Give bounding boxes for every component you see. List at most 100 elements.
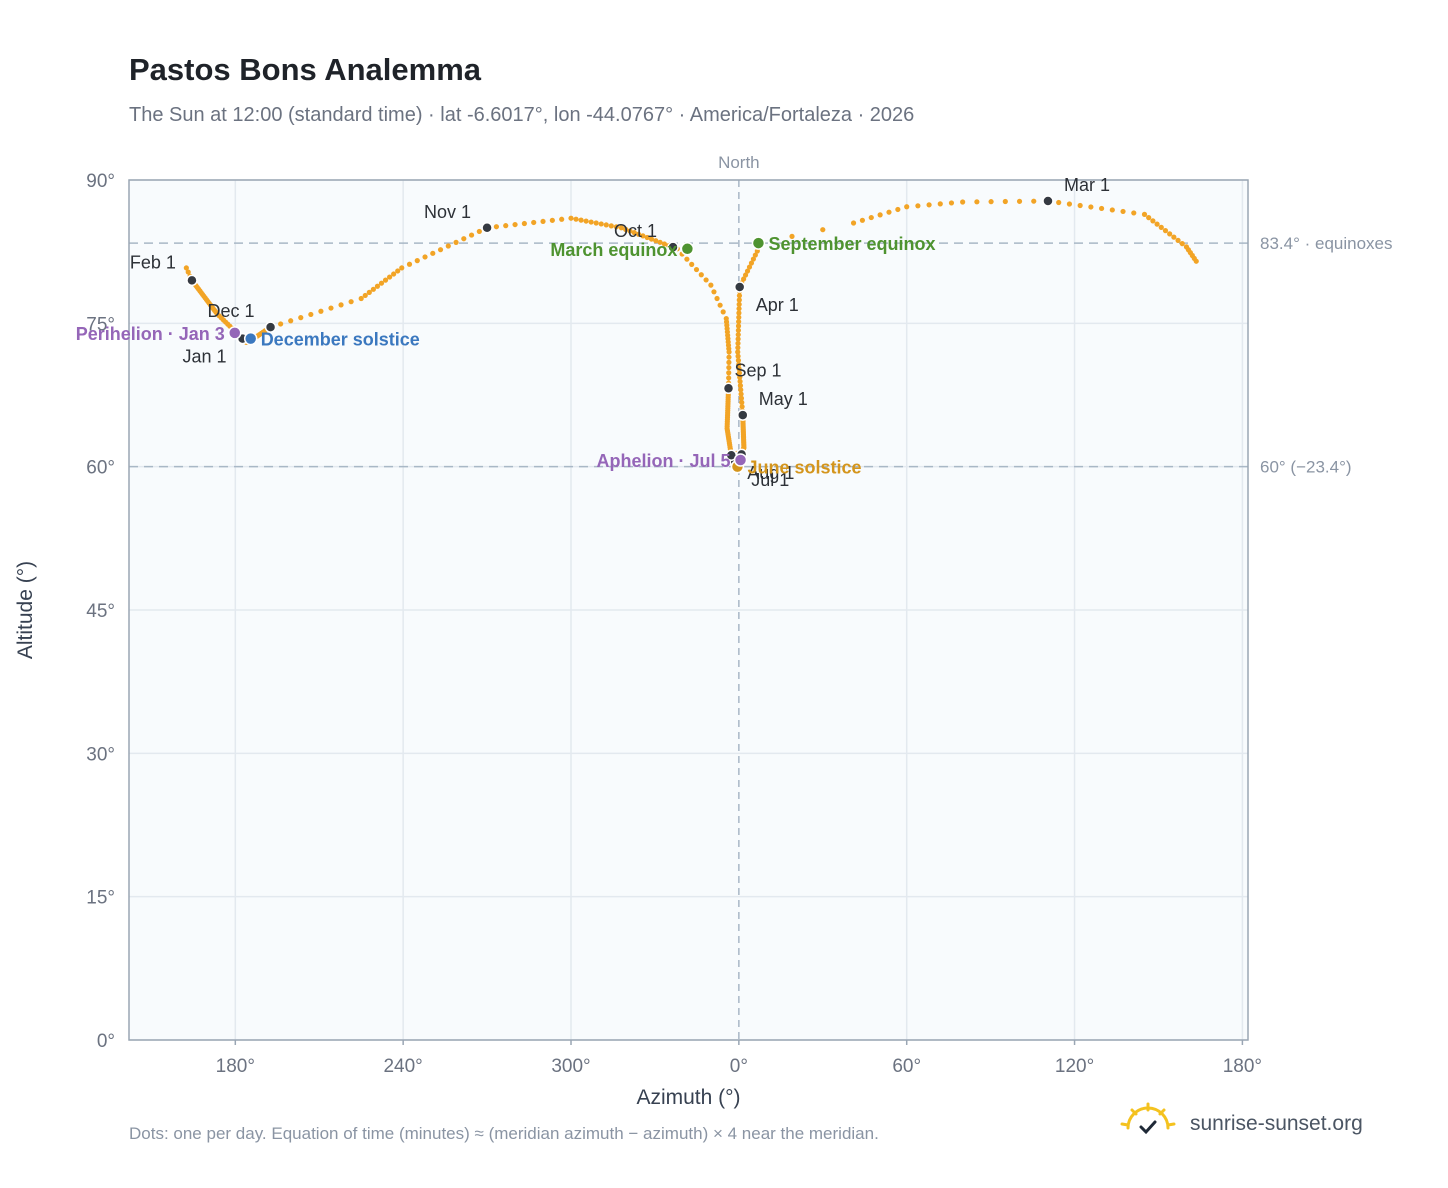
daily-sun-dot	[744, 268, 751, 274]
x-tick-label: 240°	[383, 1056, 422, 1077]
daily-sun-dot	[820, 227, 826, 233]
event-label: September equinox	[768, 234, 935, 254]
y-tick-label: 60°	[86, 458, 115, 479]
event-label: Aphelion · Jul 5	[597, 451, 731, 471]
event-label: Perihelion · Jan 3	[76, 324, 225, 344]
daily-sun-dot	[948, 200, 955, 206]
month-label: Mar 1	[1064, 175, 1110, 195]
daily-sun-dot	[738, 395, 745, 401]
daily-sun-dot	[1154, 221, 1160, 227]
daily-sun-dot	[960, 199, 966, 205]
daily-sun-dot	[726, 354, 732, 360]
daily-sun-dot	[752, 252, 758, 258]
daily-sun-dot	[422, 254, 428, 260]
daily-sun-dot	[1150, 218, 1156, 224]
daily-sun-dot	[493, 224, 500, 230]
daily-sun-dot	[736, 310, 742, 316]
month-label: Jul 1	[751, 470, 789, 490]
month-marker	[667, 241, 679, 253]
daily-sun-dot	[735, 349, 741, 355]
month-marker	[722, 382, 735, 395]
daily-sun-dot	[737, 374, 743, 380]
daily-sun-dot	[437, 247, 444, 253]
daily-sun-dot	[684, 256, 690, 262]
daily-sun-dot	[926, 202, 932, 208]
daily-sun-dot	[298, 315, 304, 321]
daily-sun-dot	[414, 258, 420, 264]
daily-sun-dot	[1066, 201, 1073, 207]
month-marker	[1042, 195, 1054, 207]
daily-sun-dot	[737, 383, 744, 389]
daily-sun-dot	[598, 221, 604, 227]
event-marker	[751, 236, 766, 250]
daily-sun-dot	[738, 387, 744, 393]
daily-sun-dot	[338, 302, 344, 308]
daily-sun-dot	[640, 233, 646, 239]
daily-sun-dot	[877, 212, 883, 218]
month-label: Apr 1	[756, 295, 799, 315]
daily-sun-dot	[859, 217, 866, 223]
daily-sun-dot	[735, 353, 741, 359]
daily-sun-dot	[549, 217, 555, 223]
daily-sun-dot	[850, 220, 857, 226]
daily-sun-dot	[735, 357, 742, 364]
daily-sun-dot	[735, 323, 742, 329]
daily-sun-dot	[736, 366, 742, 372]
daily-sun-dot	[1131, 210, 1137, 216]
daily-sun-dot	[593, 220, 599, 226]
daily-sun-dot	[185, 269, 191, 275]
daily-sun-dot	[318, 308, 324, 314]
month-label: Jan 1	[183, 347, 227, 367]
month-marker	[733, 281, 746, 293]
daily-sun-dot	[736, 314, 742, 320]
plot-frame	[128, 179, 1249, 1041]
daily-sun-dot	[886, 209, 892, 215]
daily-sun-dot	[1158, 224, 1164, 230]
daily-sun-dot	[631, 230, 637, 236]
daily-sun-dot	[915, 203, 921, 209]
event-marker	[227, 326, 242, 340]
daily-sun-dot	[358, 295, 364, 302]
daily-sun-dot	[736, 306, 742, 312]
reference-line-label: 83.4° · equinoxes	[1260, 234, 1393, 253]
daily-sun-dot	[736, 301, 742, 307]
daily-sun-dot	[693, 266, 700, 273]
month-marker	[481, 222, 493, 234]
daily-sun-dot	[573, 216, 579, 222]
y-tick-label: 90°	[86, 171, 115, 192]
daily-sun-dot	[1120, 208, 1126, 215]
daily-sun-dot	[623, 226, 629, 232]
daily-sun-dot	[308, 311, 314, 318]
x-axis-title: Azimuth (°)	[636, 1086, 740, 1109]
daily-sun-dot	[183, 265, 189, 271]
daily-sun-dot	[737, 378, 743, 385]
x-tick-label: 300°	[551, 1056, 590, 1077]
month-label: Nov 1	[424, 202, 471, 222]
daily-sun-dot	[789, 233, 795, 239]
month-label: Oct 1	[614, 221, 657, 241]
daily-sun-dot	[717, 302, 723, 308]
daily-sun-dot	[608, 223, 614, 229]
daily-sun-dot	[568, 215, 574, 221]
daily-sun-dot	[406, 261, 413, 267]
daily-sun-dot	[988, 199, 994, 205]
daily-sun-dot	[461, 236, 467, 242]
brand[interactable]: sunrise-sunset.org	[1120, 1102, 1390, 1146]
daily-sun-dot	[1175, 237, 1181, 243]
daily-sun-dot	[661, 241, 667, 247]
month-marker	[264, 321, 277, 333]
x-tick-label: 0°	[730, 1056, 748, 1077]
daily-sun-dot	[937, 201, 943, 207]
daily-sun-dot	[374, 283, 381, 289]
daily-sun-dot	[468, 232, 475, 238]
daily-sun-dot	[627, 228, 633, 234]
daily-sun-dot	[736, 370, 743, 376]
daily-sun-dot	[395, 268, 401, 274]
daily-sun-dot	[1162, 228, 1169, 234]
daily-sun-dot	[453, 239, 459, 245]
daily-sun-dot	[531, 219, 537, 226]
daily-sun-dot	[748, 260, 755, 266]
daily-sun-dot	[278, 321, 284, 327]
daily-sun-dot	[726, 375, 732, 381]
daily-sun-dot	[1179, 241, 1185, 247]
